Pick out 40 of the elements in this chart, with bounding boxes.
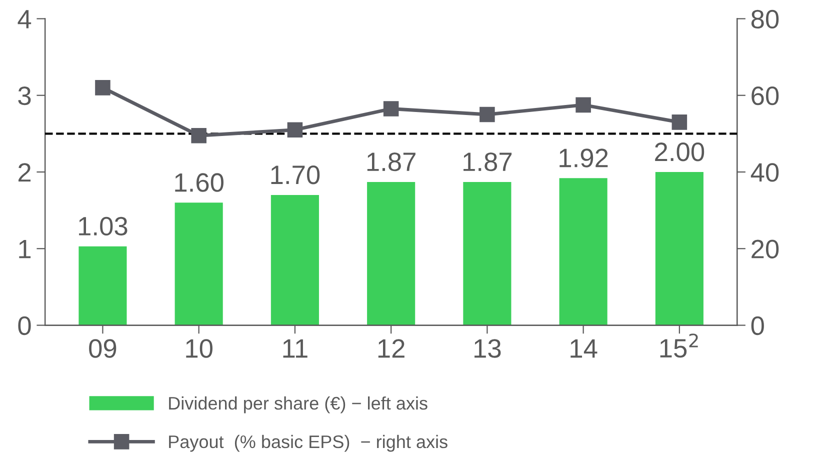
point: [480, 106, 495, 122]
bar: [78, 246, 127, 326]
x-tick-label: 14: [570, 339, 598, 358]
point: [287, 122, 303, 138]
y-tick-label: 1: [19, 240, 31, 258]
point: [191, 128, 206, 144]
bar: [367, 182, 416, 326]
y-tick-label: 2: [18, 163, 31, 182]
data-label: 1.03: [79, 216, 128, 236]
point: [672, 114, 688, 130]
data-label: 1.87: [464, 152, 512, 172]
legend-label: Dividend per share (€) − left axis: [169, 396, 428, 414]
x-tick-label: 10: [186, 339, 212, 358]
point: [95, 80, 110, 96]
bar: [270, 194, 319, 326]
data-label: 1.60: [175, 173, 224, 192]
bar: [559, 178, 608, 326]
x-tick-label: 11: [283, 339, 308, 358]
legend-label: Payout (% basic EPS) − right axis: [169, 434, 448, 452]
y2-tick-label: 80: [751, 10, 779, 29]
y2-tick-label: 40: [750, 163, 779, 182]
data-label: 1.92: [560, 148, 608, 168]
x-tick-label: 13: [474, 339, 501, 358]
y2-tick-label: 20: [752, 240, 779, 258]
data-label: 1.87: [367, 152, 416, 172]
y-tick-label: 0: [18, 316, 31, 336]
bar: [463, 182, 512, 326]
data-label: 1.70: [271, 166, 320, 184]
x-tick-label: 15$^{2}$: [660, 334, 698, 358]
bar: [174, 202, 223, 326]
y-tick-label: 4: [18, 10, 32, 28]
y2-tick-label: 0: [751, 316, 764, 336]
bar: [655, 172, 704, 326]
y-tick-label: 3: [18, 86, 31, 106]
data-label: 2.00: [655, 142, 704, 162]
y2-tick-label: 60: [752, 86, 779, 106]
point: [383, 101, 399, 116]
x-tick-label: 09: [89, 339, 116, 358]
point: [576, 97, 591, 113]
x-tick-label: 12: [378, 339, 404, 358]
